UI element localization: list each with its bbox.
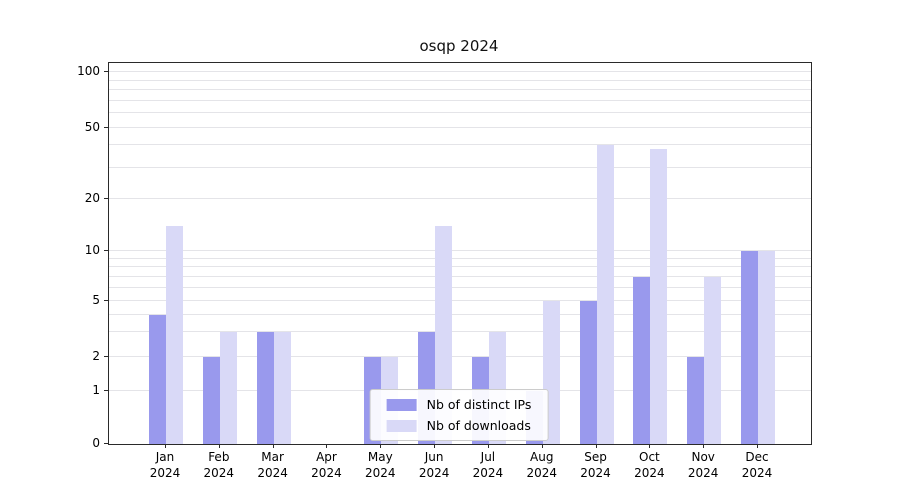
x-tick-label: Apr 2024 <box>311 450 342 480</box>
x-tick-label: Sep 2024 <box>580 450 611 480</box>
gridline <box>109 313 811 315</box>
x-tick-mark <box>326 444 328 448</box>
gridline <box>109 266 811 268</box>
gridline <box>109 257 811 259</box>
bar-downloads-sep <box>596 145 614 444</box>
y-tick-label: 2 <box>92 348 100 363</box>
x-tick-mark <box>487 444 489 448</box>
gridline <box>109 89 811 91</box>
x-tick-label: Oct 2024 <box>634 450 665 480</box>
gridline <box>109 71 811 72</box>
bar-downloads-jan <box>166 225 183 444</box>
bar-distinct-ips-mar <box>256 332 274 444</box>
x-tick-mark <box>703 444 705 448</box>
bar-distinct-ips-sep <box>579 301 597 444</box>
gridline <box>109 275 811 277</box>
x-tick-label: May 2024 <box>364 450 396 480</box>
y-tick-label: 20 <box>84 190 100 205</box>
y-tick-mark <box>104 443 108 444</box>
y-tick-label: 1 <box>92 382 100 397</box>
gridline <box>109 331 811 333</box>
y-tick-mark <box>104 389 108 391</box>
y-tick-mark <box>104 249 108 251</box>
x-tick-label: Dec 2024 <box>741 450 773 480</box>
y-tick-label: 50 <box>84 120 100 135</box>
x-tick-label: Nov 2024 <box>687 450 719 480</box>
x-tick-label: Jun 2024 <box>418 450 450 480</box>
x-tick-mark <box>595 444 597 448</box>
y-tick-mark <box>104 355 108 357</box>
bar-distinct-ips-dec <box>741 250 759 444</box>
x-tick-mark <box>434 444 436 448</box>
x-tick-mark <box>541 444 543 448</box>
x-tick-label: Mar 2024 <box>257 450 288 480</box>
x-tick-mark <box>757 444 759 448</box>
x-tick-mark <box>218 444 220 448</box>
y-tick-mark <box>104 127 108 129</box>
bar-distinct-ips-oct <box>633 276 651 444</box>
gridline <box>109 144 811 146</box>
legend-swatch-distinct-ips <box>386 398 417 411</box>
bar-distinct-ips-feb <box>202 356 220 444</box>
plot-area <box>108 62 812 445</box>
legend-item: Nb of downloads <box>386 418 532 433</box>
x-tick-mark <box>272 444 274 448</box>
bar-distinct-ips-jan <box>149 314 166 444</box>
y-tick-label: 0 <box>92 436 100 450</box>
y-tick-label: 5 <box>92 293 100 308</box>
gridline <box>109 127 811 129</box>
x-tick-label: Jan 2024 <box>149 450 181 480</box>
gridline <box>109 197 811 199</box>
chart-title: osqp 2024 <box>419 37 499 55</box>
gridline <box>109 99 811 101</box>
x-tick-label: Aug 2024 <box>526 450 557 480</box>
bar-downloads-mar <box>273 332 291 444</box>
y-tick-label: 100 <box>77 64 100 78</box>
gridline <box>109 286 811 288</box>
bar-downloads-dec <box>758 250 776 444</box>
legend-label: Nb of distinct IPs <box>426 397 532 412</box>
y-tick-mark <box>104 197 108 199</box>
x-tick-mark <box>649 444 651 448</box>
y-tick-mark <box>104 300 108 302</box>
gridline <box>109 112 811 114</box>
bar-downloads-nov <box>704 276 722 444</box>
bar-distinct-ips-nov <box>687 356 705 444</box>
y-tick-label: 10 <box>84 242 100 257</box>
y-tick-mark <box>104 71 108 72</box>
gridline <box>109 300 811 302</box>
x-tick-mark <box>380 444 382 448</box>
bar-downloads-feb <box>219 332 237 444</box>
gridline <box>109 355 811 357</box>
legend: Nb of distinct IPs Nb of downloads <box>369 389 549 441</box>
legend-swatch-downloads <box>386 419 417 432</box>
x-tick-label: Feb 2024 <box>203 450 235 480</box>
x-tick-label: Jul 2024 <box>472 450 504 480</box>
gridline <box>109 166 811 168</box>
gridline <box>109 79 811 81</box>
legend-item: Nb of distinct IPs <box>386 397 532 412</box>
gridline <box>109 249 811 251</box>
legend-label: Nb of downloads <box>426 418 531 433</box>
bar-downloads-oct <box>650 149 668 444</box>
x-tick-mark <box>165 444 166 448</box>
